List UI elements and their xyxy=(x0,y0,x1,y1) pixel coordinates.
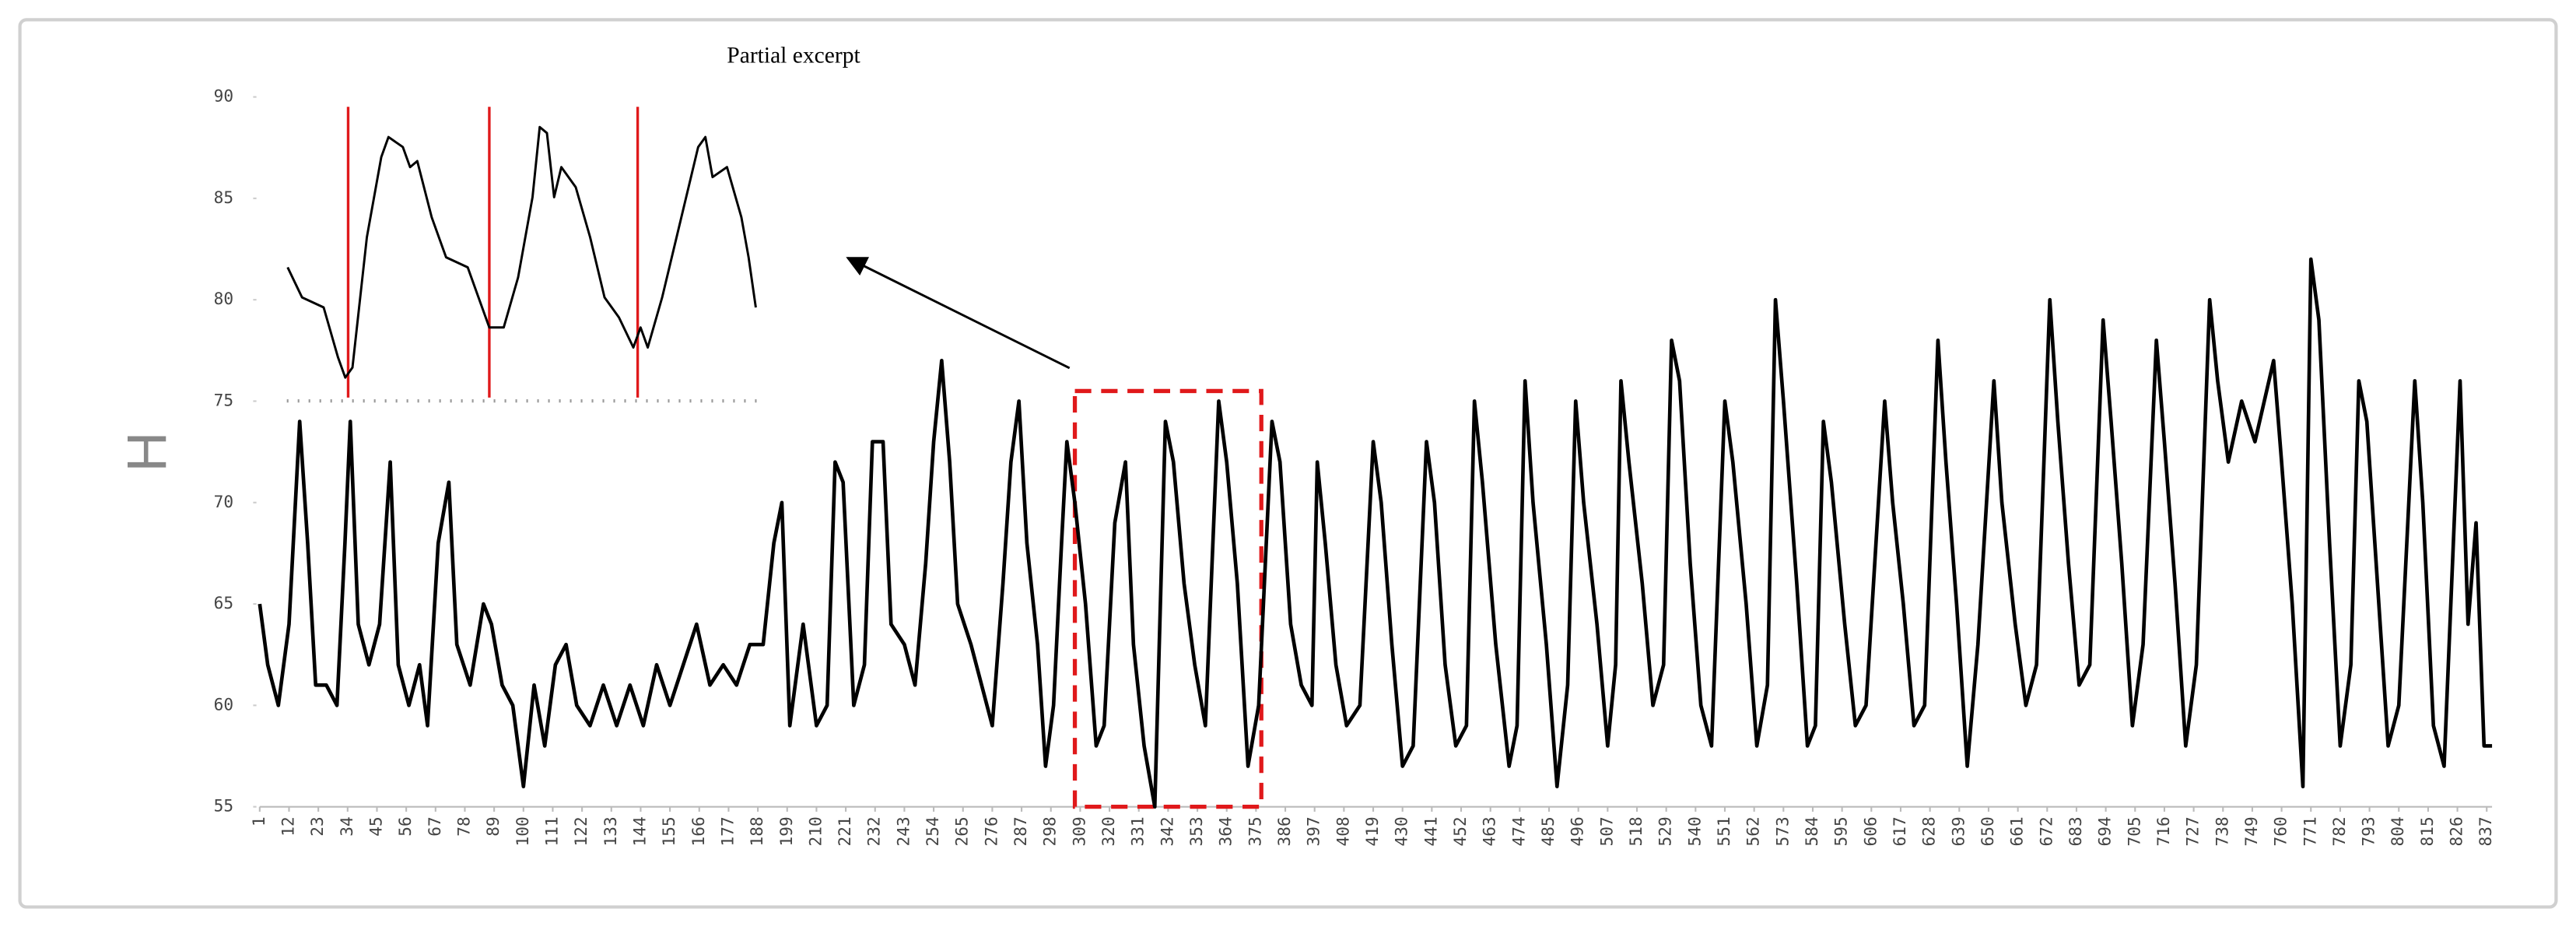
x-tick-label: 133 xyxy=(601,816,620,846)
x-tick-label: 705 xyxy=(2124,816,2143,846)
x-tick-label: 320 xyxy=(1099,816,1118,846)
arrow xyxy=(846,257,1071,370)
x-tick-label: 254 xyxy=(923,816,942,846)
frame xyxy=(18,18,2558,909)
x-tick-label: 793 xyxy=(2359,816,2378,846)
inset-title: Partial excerpt xyxy=(727,44,860,68)
x-tick-label: 166 xyxy=(689,816,708,846)
x-tick-label: 386 xyxy=(1274,816,1294,846)
x-tick-label: 529 xyxy=(1656,816,1675,846)
x-tick-label: 353 xyxy=(1186,816,1206,846)
x-tick-label: 485 xyxy=(1538,816,1558,846)
x-tick-label: 243 xyxy=(893,816,913,846)
x-tick-label: 375 xyxy=(1245,816,1264,846)
x-tick-label: 221 xyxy=(835,816,854,846)
x-tick-label: 727 xyxy=(2183,816,2203,846)
x-tick-label: 639 xyxy=(1948,816,1968,846)
x-tick-label: 100 xyxy=(513,816,532,846)
x-tick-label: 144 xyxy=(629,816,649,846)
x-tick-label: 782 xyxy=(2329,816,2349,846)
x-tick-label: 309 xyxy=(1069,816,1088,846)
y-tick-label: 80 xyxy=(214,289,233,308)
x-tick-label: 287 xyxy=(1011,816,1030,846)
highlight-box xyxy=(1072,388,1263,809)
x-tick-label: 1 xyxy=(249,816,268,826)
x-tick-label: 111 xyxy=(541,816,561,846)
x-tick-label: 661 xyxy=(2007,816,2027,846)
x-tick-label: 452 xyxy=(1450,816,1470,846)
data-line xyxy=(258,257,2493,809)
x-tick-label: 617 xyxy=(1890,816,1909,846)
x-tick-label: 265 xyxy=(952,816,972,846)
x-tick-label: 628 xyxy=(1919,816,1939,846)
x-tick-label: 496 xyxy=(1568,816,1587,846)
x-tick-label: 815 xyxy=(2417,816,2437,846)
x-tick-label: 430 xyxy=(1392,816,1411,846)
x-tick-label: 683 xyxy=(2066,816,2085,846)
y-tick-label: 85 xyxy=(214,188,233,207)
x-tick-label: 45 xyxy=(366,816,385,836)
y-tick-label: 55 xyxy=(214,796,233,816)
x-tick-label: 738 xyxy=(2212,816,2231,846)
x-tick-label: 155 xyxy=(659,816,678,846)
x-tick-label: 56 xyxy=(395,816,415,836)
x-tick-label: 177 xyxy=(717,816,737,846)
data-line xyxy=(286,125,757,379)
x-tick-label: 760 xyxy=(2271,816,2290,846)
x-tick-label: 23 xyxy=(307,816,327,836)
x-tick-label: 694 xyxy=(2095,816,2115,846)
x-tick-label: 199 xyxy=(776,816,796,846)
x-tick-label: 749 xyxy=(2241,816,2261,846)
x-tick-label: 650 xyxy=(1978,816,1997,846)
y-axis-label: H xyxy=(116,432,178,472)
x-tick-label: 474 xyxy=(1509,816,1528,846)
x-tick-label: 463 xyxy=(1480,816,1499,846)
x-tick-label: 188 xyxy=(747,816,766,846)
x-tick-label: 595 xyxy=(1831,816,1851,846)
x-tick-label: 562 xyxy=(1744,816,1763,846)
x-tick-label: 397 xyxy=(1304,816,1323,846)
x-tick-label: 342 xyxy=(1157,816,1176,846)
x-tick-label: 837 xyxy=(2476,816,2495,846)
x-tick-label: 12 xyxy=(278,816,297,836)
x-tick-label: 771 xyxy=(2300,816,2319,846)
x-tick-label: 419 xyxy=(1362,816,1382,846)
x-tick-label: 210 xyxy=(805,816,825,846)
x-tick-label: 573 xyxy=(1772,816,1792,846)
y-tick-label: 75 xyxy=(214,390,233,409)
y-tick-label: 60 xyxy=(214,694,233,714)
y-tick-label: 90 xyxy=(214,86,233,106)
y-tick-label: 65 xyxy=(214,593,233,612)
x-tick-label: 78 xyxy=(454,816,473,836)
x-tick-label: 804 xyxy=(2388,816,2407,846)
x-tick-label: 34 xyxy=(337,816,356,836)
y-tick-label: 70 xyxy=(214,492,233,511)
x-tick-label: 518 xyxy=(1626,816,1645,846)
x-tick-label: 606 xyxy=(1860,816,1880,846)
x-tick-label: 276 xyxy=(981,816,1001,846)
x-tick-label: 331 xyxy=(1128,816,1148,846)
x-tick-label: 232 xyxy=(864,816,884,846)
x-tick-label: 826 xyxy=(2447,816,2466,846)
x-tick-label: 89 xyxy=(483,816,503,836)
x-tick-label: 122 xyxy=(571,816,591,846)
x-tick-label: 441 xyxy=(1421,816,1440,846)
x-tick-label: 507 xyxy=(1596,816,1616,846)
x-tick-label: 67 xyxy=(425,816,444,836)
x-tick-label: 716 xyxy=(2154,816,2173,846)
x-tick-label: 672 xyxy=(2036,816,2056,846)
x-tick-label: 298 xyxy=(1040,816,1060,846)
x-tick-label: 551 xyxy=(1714,816,1733,846)
x-tick-label: 364 xyxy=(1216,816,1235,846)
x-tick-label: 584 xyxy=(1802,816,1821,846)
x-tick-label: 408 xyxy=(1333,816,1352,846)
x-tick-label: 540 xyxy=(1684,816,1704,846)
